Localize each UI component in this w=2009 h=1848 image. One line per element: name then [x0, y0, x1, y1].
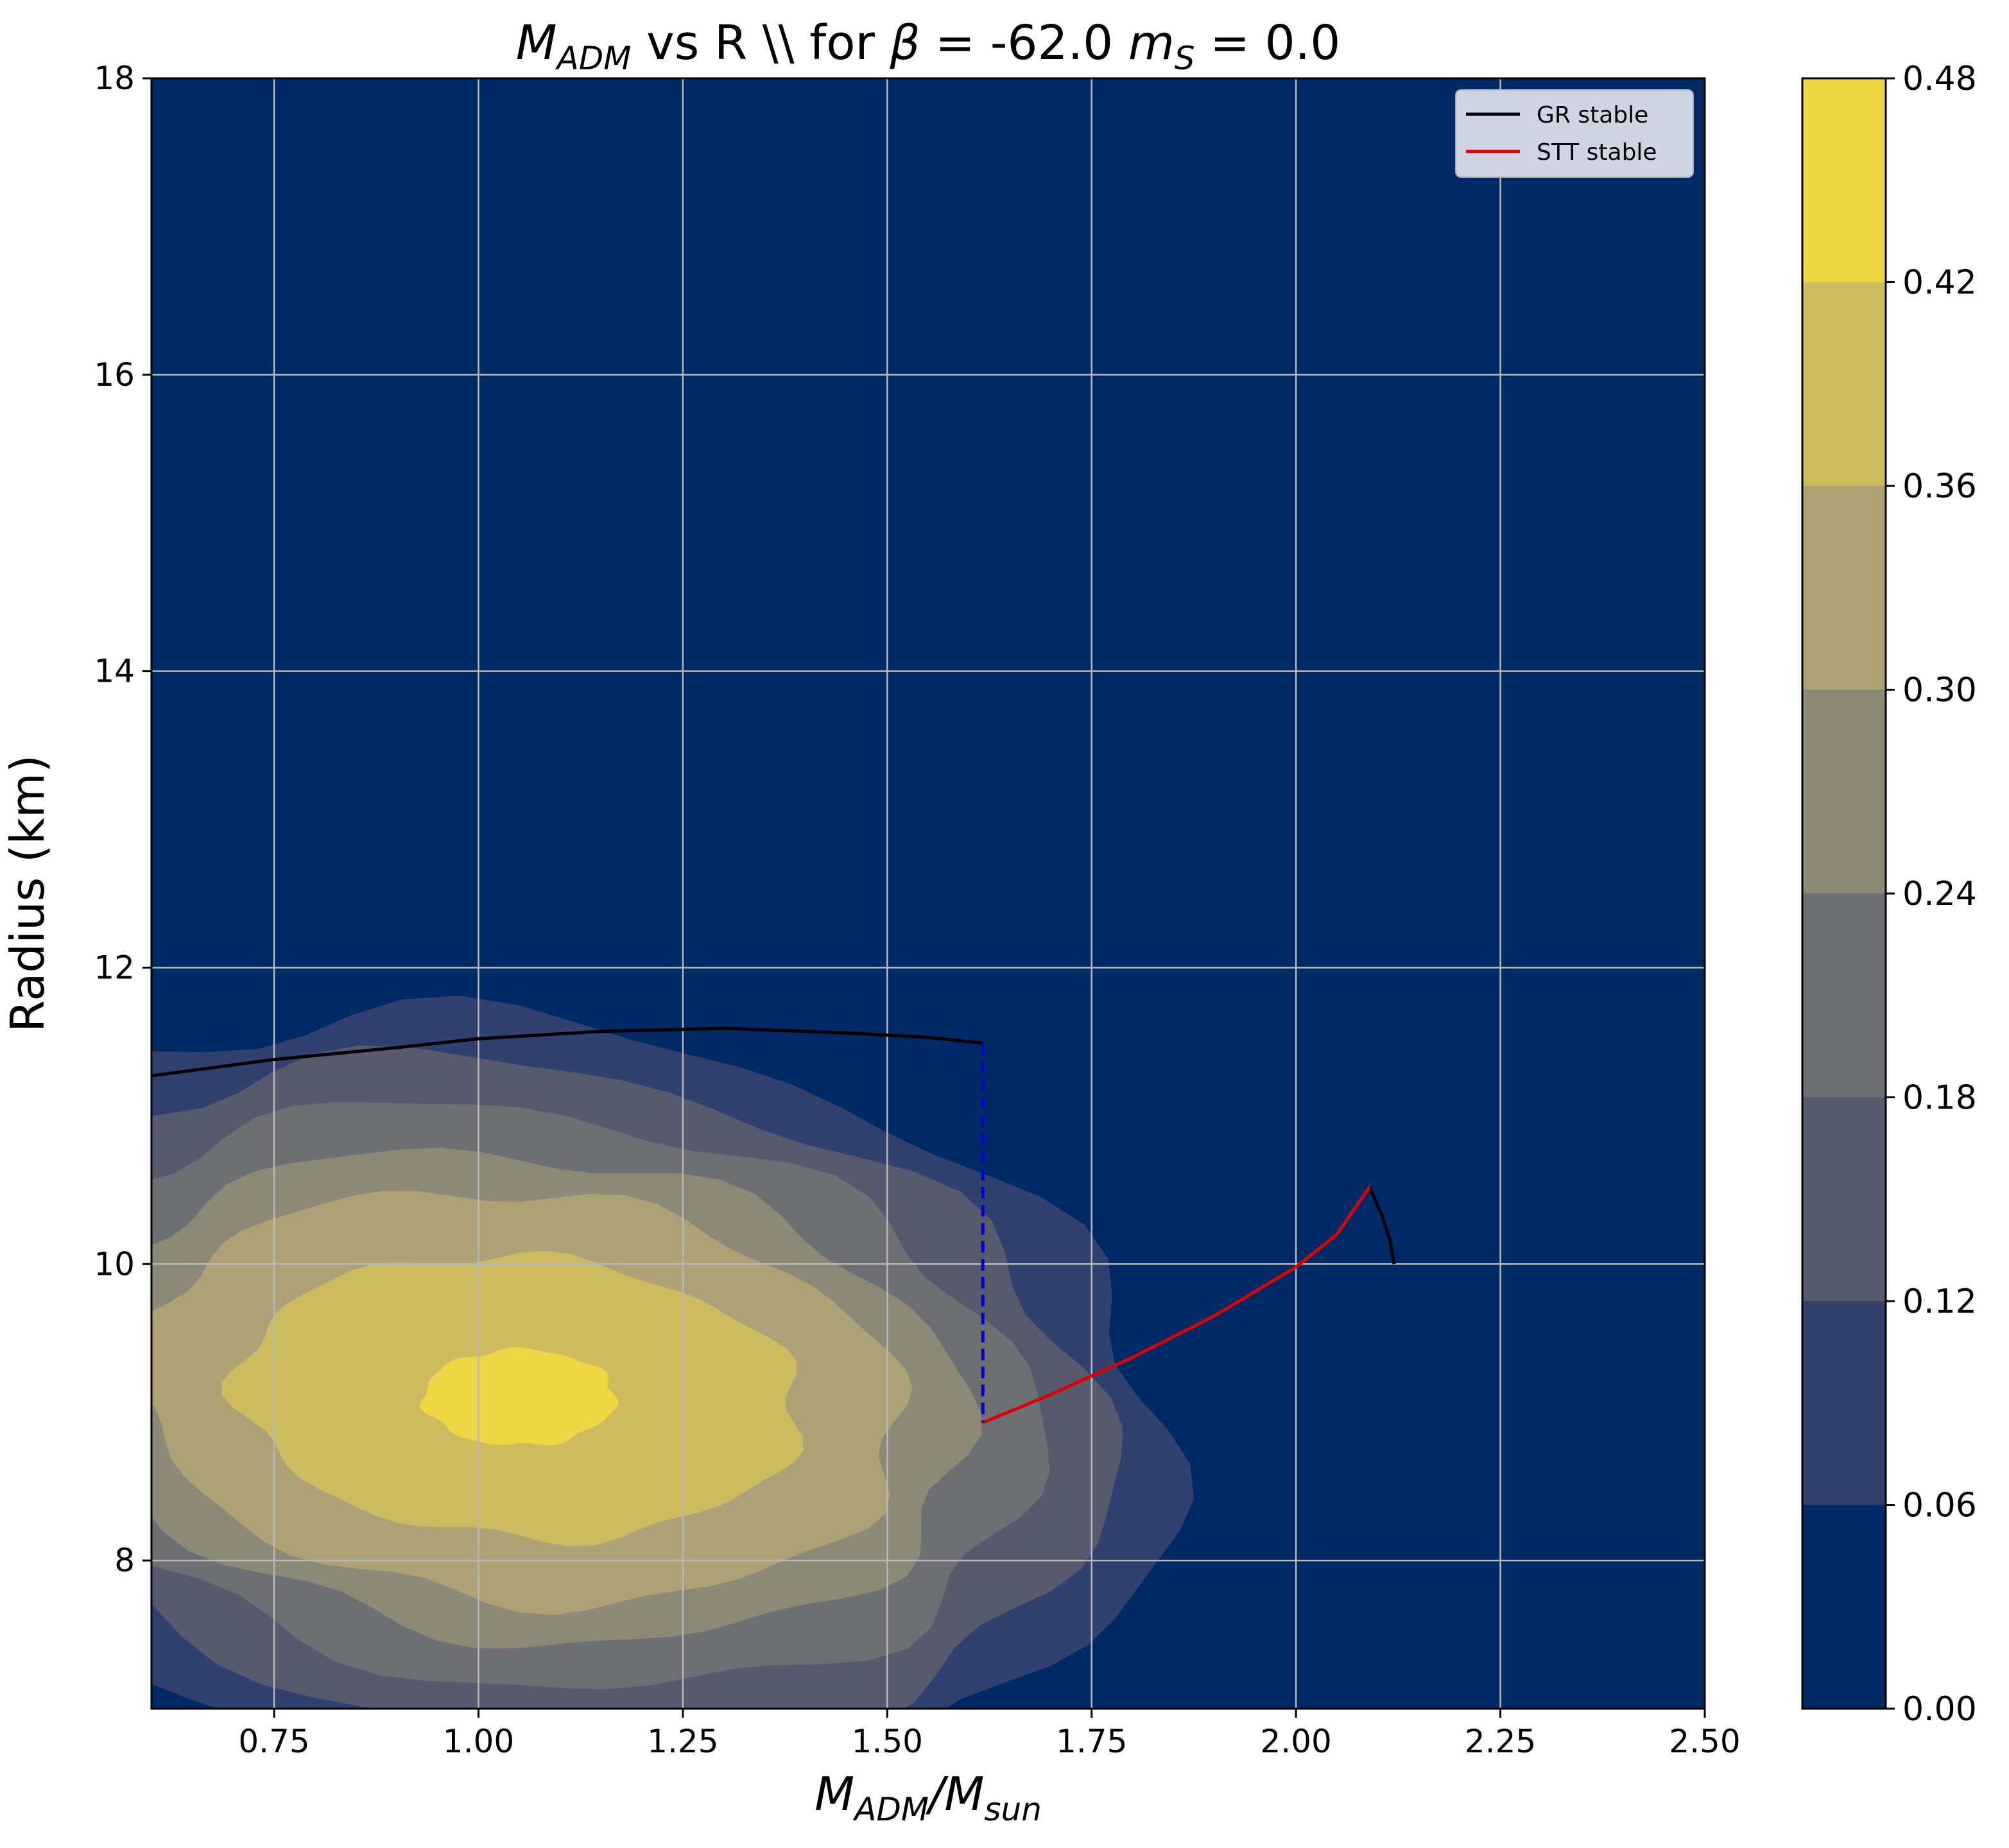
colorbar-segment-4 — [1802, 689, 1886, 894]
series-line-2 — [982, 1186, 1371, 1424]
colorbar-segment-7 — [1802, 78, 1886, 282]
y-tick-label-1: 10 — [94, 1245, 135, 1282]
x-tick-label-0: 0.75 — [238, 1723, 309, 1760]
legend-box — [1455, 89, 1694, 178]
title-beta: β — [889, 15, 920, 71]
y-tick-label-0: 8 — [114, 1542, 135, 1579]
colorbar-tick-label-3: 0.18 — [1902, 1079, 1977, 1118]
series-line-1 — [1368, 1186, 1396, 1265]
legend-label-gr: GR stable — [1537, 102, 1648, 128]
colorbar-segment-0 — [1802, 1505, 1886, 1709]
title-beta-eq: = -62.0 — [920, 15, 1128, 71]
y-tick-label-4: 16 — [94, 356, 135, 393]
colorbar-segment-2 — [1802, 1097, 1886, 1301]
contour-bands — [151, 996, 1194, 1709]
series-line-0 — [151, 1026, 983, 1078]
colorbar-tick-label-0: 0.00 — [1902, 1690, 1977, 1729]
xlabel-slash: /M — [925, 1767, 984, 1821]
colorbar-tick-label-7: 0.42 — [1902, 264, 1977, 302]
x-tick-label-5: 2.00 — [1260, 1723, 1331, 1760]
colorbar-tick-label-5: 0.30 — [1902, 671, 1977, 710]
title-ms-sub: S — [1175, 40, 1195, 77]
contour-band-7 — [419, 1347, 619, 1446]
colorbar: 0.00 0.06 0.12 0.18 0.24 0.30 0.36 0.42 0.48 — [1801, 60, 1977, 1729]
xlabel-sun-sub: sun — [984, 1791, 1041, 1828]
axes-frame — [150, 77, 1706, 1710]
x-tick-label-7: 2.50 — [1669, 1723, 1740, 1760]
x-tick-label-4: 1.75 — [1056, 1723, 1127, 1760]
y-tick-label-2: 12 — [94, 949, 135, 986]
legend-label-stt: STT stable — [1537, 139, 1657, 166]
colorbar-tick-label-4: 0.24 — [1902, 875, 1977, 913]
series-lines — [151, 1026, 1396, 1424]
colorbar-segment-3 — [1802, 894, 1886, 1098]
y-tick-label-5: 18 — [94, 60, 135, 97]
colorbar-tick-label-8: 0.48 — [1902, 60, 1977, 98]
y-axis-label: Radius (km) — [1, 755, 55, 1032]
x-axis-ticks: 0.75 1.00 1.25 1.50 1.75 2.00 2.25 2.50 — [238, 1709, 1741, 1760]
colorbar-segment-5 — [1802, 486, 1886, 690]
colorbar-tick-label-2: 0.12 — [1902, 1282, 1977, 1321]
x-tick-label-1: 1.00 — [443, 1723, 514, 1760]
x-tick-label-6: 2.25 — [1465, 1723, 1536, 1760]
x-tick-label-2: 1.25 — [647, 1723, 718, 1760]
colorbar-segment-6 — [1802, 282, 1886, 486]
x-tick-label-3: 1.50 — [852, 1723, 923, 1760]
title-vs: vs R \\ for — [631, 15, 890, 71]
colorbar-segment-1 — [1802, 1301, 1886, 1505]
title-m: M — [516, 15, 557, 71]
title-ms: m — [1128, 15, 1175, 71]
colorbar-tick-label-1: 0.06 — [1902, 1487, 1977, 1525]
chart-title: MADM vs R \\ for β = -62.0 mS = 0.0 — [516, 15, 1341, 77]
title-m-sub: ADM — [555, 40, 632, 77]
xlabel-m-sub: ADM — [852, 1791, 929, 1828]
y-axis-ticks: 8 10 12 14 16 18 — [94, 60, 151, 1579]
x-axis-label: MADM/Msun — [815, 1767, 1042, 1828]
colorbar-tick-label-6: 0.36 — [1902, 467, 1977, 506]
title-ms-eq: = 0.0 — [1195, 15, 1341, 71]
xlabel-m: M — [815, 1767, 854, 1821]
legend: GR stable STT stable — [1455, 89, 1694, 178]
y-tick-label-3: 14 — [94, 653, 135, 690]
